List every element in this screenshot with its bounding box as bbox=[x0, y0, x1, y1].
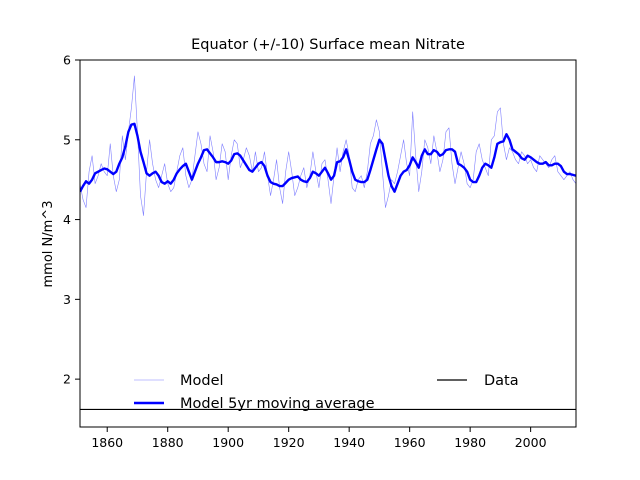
y-tick-label: 6 bbox=[63, 53, 71, 68]
x-tick-label: 1960 bbox=[394, 435, 426, 450]
y-tick-label: 3 bbox=[63, 292, 71, 307]
y-axis: 2 3 4 5 6 bbox=[63, 53, 80, 387]
series-layer bbox=[80, 75, 576, 411]
x-tick-label: 1940 bbox=[333, 435, 365, 450]
series-line-1 bbox=[80, 122, 576, 193]
x-tick-label: 2000 bbox=[515, 435, 547, 450]
plot-frame bbox=[79, 59, 577, 428]
series-line-0 bbox=[80, 75, 576, 216]
y-tick-label: 5 bbox=[63, 132, 71, 147]
legend-label-moving-average: Model 5yr moving average bbox=[180, 396, 375, 412]
y-axis-label: mmol N/m^3 bbox=[41, 201, 56, 288]
x-tick-label: 1920 bbox=[273, 435, 305, 450]
x-tick-label: 1980 bbox=[454, 435, 486, 450]
x-tick-label: 1860 bbox=[91, 435, 123, 450]
legend: Model Model 5yr moving average Data bbox=[134, 373, 519, 412]
x-tick-label: 1880 bbox=[152, 435, 184, 450]
y-tick-label: 4 bbox=[63, 212, 71, 227]
legend-label-model: Model bbox=[180, 373, 224, 389]
chart-title: Equator (+/-10) Surface mean Nitrate bbox=[191, 37, 465, 53]
x-axis: 1860 1880 1900 1920 1940 1960 1980 2000 bbox=[91, 427, 547, 450]
legend-label-data: Data bbox=[484, 373, 519, 389]
x-tick-label: 1900 bbox=[212, 435, 244, 450]
y-tick-label: 2 bbox=[63, 372, 71, 387]
